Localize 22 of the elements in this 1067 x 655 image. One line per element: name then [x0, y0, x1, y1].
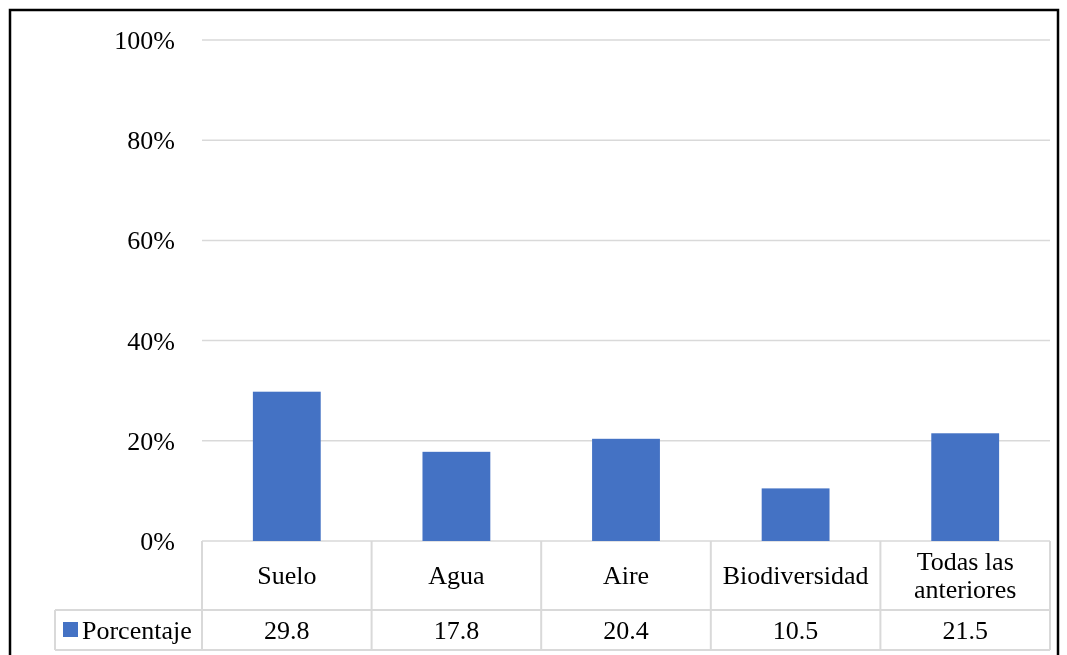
data-label: 21.5	[942, 615, 988, 645]
x-tick-label: Biodiversidad	[722, 561, 869, 590]
bar	[252, 391, 321, 541]
y-tick-label: 80%	[127, 125, 175, 155]
y-tick-label: 60%	[127, 225, 175, 255]
x-tick-label: Suelo	[257, 561, 317, 590]
bar	[592, 438, 660, 541]
legend-label: Porcentaje	[82, 615, 192, 645]
x-tick-label: Todas las anteriores	[913, 546, 1017, 605]
data-label: 29.8	[264, 615, 310, 645]
bar	[931, 433, 1000, 541]
x-tick-label: Agua	[428, 561, 486, 590]
x-tick-label: Aire	[602, 561, 650, 590]
data-label: 17.8	[433, 615, 480, 645]
bar	[422, 451, 491, 541]
y-tick-label: 100%	[114, 25, 175, 55]
y-tick-label: 40%	[127, 326, 175, 356]
data-label: 20.4	[603, 615, 649, 645]
data-label: 10.5	[772, 615, 819, 645]
y-tick-label: 20%	[127, 426, 175, 456]
y-tick-label: 0%	[140, 526, 175, 556]
bar	[761, 488, 830, 541]
